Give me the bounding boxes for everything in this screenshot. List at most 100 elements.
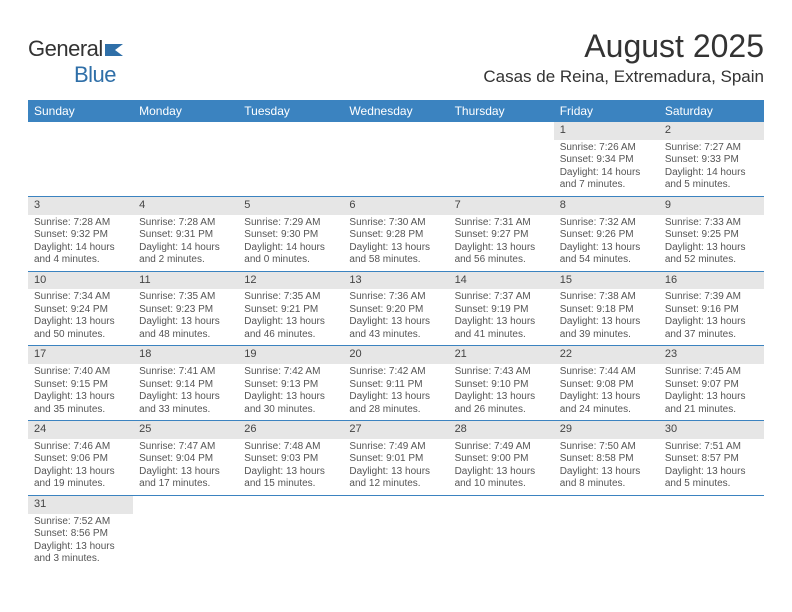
sunset-line: Sunset: 9:26 PM [560, 229, 653, 242]
daylight-line: Daylight: 14 hours and 4 minutes. [34, 242, 127, 267]
day-cell: 22Sunrise: 7:44 AMSunset: 9:08 PMDayligh… [554, 346, 659, 421]
day-number: 21 [449, 346, 554, 364]
day-number: 18 [133, 346, 238, 364]
day-body: Sunrise: 7:28 AMSunset: 9:31 PMDaylight:… [133, 215, 238, 271]
logo-blue: Blue [28, 62, 116, 87]
day-body: Sunrise: 7:42 AMSunset: 9:11 PMDaylight:… [343, 364, 448, 420]
dayname-cell: Wednesday [343, 100, 448, 122]
day-number: 30 [659, 421, 764, 439]
day-body: Sunrise: 7:31 AMSunset: 9:27 PMDaylight:… [449, 215, 554, 271]
sunset-line: Sunset: 8:57 PM [665, 453, 758, 466]
empty-cell [343, 495, 448, 569]
sunset-line: Sunset: 9:32 PM [34, 229, 127, 242]
day-number: 16 [659, 272, 764, 290]
sunset-line: Sunset: 9:27 PM [455, 229, 548, 242]
sunset-line: Sunset: 9:31 PM [139, 229, 232, 242]
day-body: Sunrise: 7:49 AMSunset: 9:00 PMDaylight:… [449, 439, 554, 495]
day-body: Sunrise: 7:32 AMSunset: 9:26 PMDaylight:… [554, 215, 659, 271]
daylight-line: Daylight: 13 hours and 3 minutes. [34, 541, 127, 566]
dayname-cell: Thursday [449, 100, 554, 122]
day-number: 12 [238, 272, 343, 290]
day-cell: 9Sunrise: 7:33 AMSunset: 9:25 PMDaylight… [659, 196, 764, 271]
sunrise-line: Sunrise: 7:36 AM [349, 291, 442, 304]
empty-cell [133, 495, 238, 569]
sunrise-line: Sunrise: 7:49 AM [455, 441, 548, 454]
sunrise-line: Sunrise: 7:35 AM [139, 291, 232, 304]
sunrise-line: Sunrise: 7:46 AM [34, 441, 127, 454]
sunrise-line: Sunrise: 7:32 AM [560, 217, 653, 230]
day-body: Sunrise: 7:45 AMSunset: 9:07 PMDaylight:… [659, 364, 764, 420]
day-cell: 26Sunrise: 7:48 AMSunset: 9:03 PMDayligh… [238, 421, 343, 496]
day-cell: 17Sunrise: 7:40 AMSunset: 9:15 PMDayligh… [28, 346, 133, 421]
daylight-line: Daylight: 13 hours and 19 minutes. [34, 466, 127, 491]
day-cell: 6Sunrise: 7:30 AMSunset: 9:28 PMDaylight… [343, 196, 448, 271]
daylight-line: Daylight: 13 hours and 33 minutes. [139, 391, 232, 416]
sunset-line: Sunset: 9:34 PM [560, 154, 653, 167]
sunrise-line: Sunrise: 7:34 AM [34, 291, 127, 304]
empty-cell [449, 122, 554, 196]
sunrise-line: Sunrise: 7:42 AM [349, 366, 442, 379]
calendar-row: 3Sunrise: 7:28 AMSunset: 9:32 PMDaylight… [28, 196, 764, 271]
day-cell: 28Sunrise: 7:49 AMSunset: 9:00 PMDayligh… [449, 421, 554, 496]
day-number: 19 [238, 346, 343, 364]
day-cell: 10Sunrise: 7:34 AMSunset: 9:24 PMDayligh… [28, 271, 133, 346]
daylight-line: Daylight: 13 hours and 24 minutes. [560, 391, 653, 416]
day-cell: 31Sunrise: 7:52 AMSunset: 8:56 PMDayligh… [28, 495, 133, 569]
sunset-line: Sunset: 9:00 PM [455, 453, 548, 466]
daylight-line: Daylight: 13 hours and 12 minutes. [349, 466, 442, 491]
sunrise-line: Sunrise: 7:33 AM [665, 217, 758, 230]
sunset-line: Sunset: 9:19 PM [455, 304, 548, 317]
empty-cell [238, 122, 343, 196]
day-cell: 13Sunrise: 7:36 AMSunset: 9:20 PMDayligh… [343, 271, 448, 346]
daylight-line: Daylight: 13 hours and 8 minutes. [560, 466, 653, 491]
day-number: 2 [659, 122, 764, 140]
page-title: August 2025 [483, 28, 764, 65]
title-block: August 2025 Casas de Reina, Extremadura,… [483, 28, 764, 87]
day-cell: 2Sunrise: 7:27 AMSunset: 9:33 PMDaylight… [659, 122, 764, 196]
day-body: Sunrise: 7:44 AMSunset: 9:08 PMDaylight:… [554, 364, 659, 420]
daylight-line: Daylight: 13 hours and 46 minutes. [244, 316, 337, 341]
day-cell: 21Sunrise: 7:43 AMSunset: 9:10 PMDayligh… [449, 346, 554, 421]
calendar-row: 17Sunrise: 7:40 AMSunset: 9:15 PMDayligh… [28, 346, 764, 421]
daylight-line: Daylight: 13 hours and 52 minutes. [665, 242, 758, 267]
sunset-line: Sunset: 9:20 PM [349, 304, 442, 317]
day-cell: 16Sunrise: 7:39 AMSunset: 9:16 PMDayligh… [659, 271, 764, 346]
sunset-line: Sunset: 9:33 PM [665, 154, 758, 167]
sunrise-line: Sunrise: 7:48 AM [244, 441, 337, 454]
daylight-line: Daylight: 13 hours and 5 minutes. [665, 466, 758, 491]
day-body: Sunrise: 7:42 AMSunset: 9:13 PMDaylight:… [238, 364, 343, 420]
day-number: 1 [554, 122, 659, 140]
daylight-line: Daylight: 13 hours and 10 minutes. [455, 466, 548, 491]
day-body: Sunrise: 7:35 AMSunset: 9:21 PMDaylight:… [238, 289, 343, 345]
daylight-line: Daylight: 14 hours and 5 minutes. [665, 167, 758, 192]
empty-cell [659, 495, 764, 569]
day-number: 7 [449, 197, 554, 215]
day-cell: 14Sunrise: 7:37 AMSunset: 9:19 PMDayligh… [449, 271, 554, 346]
dayname-cell: Friday [554, 100, 659, 122]
sunset-line: Sunset: 9:08 PM [560, 379, 653, 392]
daylight-line: Daylight: 13 hours and 28 minutes. [349, 391, 442, 416]
sunrise-line: Sunrise: 7:40 AM [34, 366, 127, 379]
day-body: Sunrise: 7:28 AMSunset: 9:32 PMDaylight:… [28, 215, 133, 271]
day-body: Sunrise: 7:38 AMSunset: 9:18 PMDaylight:… [554, 289, 659, 345]
sunrise-line: Sunrise: 7:28 AM [139, 217, 232, 230]
day-number: 5 [238, 197, 343, 215]
day-number: 31 [28, 496, 133, 514]
day-body: Sunrise: 7:33 AMSunset: 9:25 PMDaylight:… [659, 215, 764, 271]
day-body: Sunrise: 7:52 AMSunset: 8:56 PMDaylight:… [28, 514, 133, 570]
day-cell: 23Sunrise: 7:45 AMSunset: 9:07 PMDayligh… [659, 346, 764, 421]
logo-text: GeneralBlue [28, 36, 127, 88]
daylight-line: Daylight: 13 hours and 50 minutes. [34, 316, 127, 341]
day-cell: 18Sunrise: 7:41 AMSunset: 9:14 PMDayligh… [133, 346, 238, 421]
dayname-cell: Saturday [659, 100, 764, 122]
day-cell: 19Sunrise: 7:42 AMSunset: 9:13 PMDayligh… [238, 346, 343, 421]
day-number: 20 [343, 346, 448, 364]
day-number: 6 [343, 197, 448, 215]
daylight-line: Daylight: 13 hours and 21 minutes. [665, 391, 758, 416]
daylight-line: Daylight: 13 hours and 35 minutes. [34, 391, 127, 416]
logo-general: General [28, 36, 103, 61]
day-cell: 8Sunrise: 7:32 AMSunset: 9:26 PMDaylight… [554, 196, 659, 271]
day-cell: 15Sunrise: 7:38 AMSunset: 9:18 PMDayligh… [554, 271, 659, 346]
day-body: Sunrise: 7:34 AMSunset: 9:24 PMDaylight:… [28, 289, 133, 345]
day-number: 9 [659, 197, 764, 215]
